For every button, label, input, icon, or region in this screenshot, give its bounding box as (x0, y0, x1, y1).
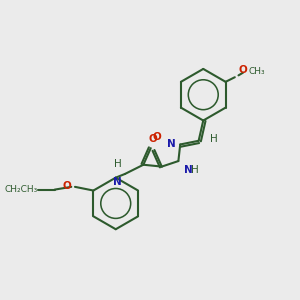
Text: H: H (191, 165, 199, 175)
Text: O: O (148, 134, 157, 144)
Text: O: O (153, 132, 161, 142)
Text: CH₂CH₃: CH₂CH₃ (5, 185, 38, 194)
Text: N: N (184, 165, 193, 175)
Text: O: O (62, 181, 71, 191)
Text: N: N (167, 139, 176, 148)
Text: H: H (114, 159, 122, 169)
Text: H: H (210, 134, 218, 144)
Text: N: N (113, 177, 122, 187)
Text: O: O (238, 65, 247, 75)
Text: CH₃: CH₃ (249, 67, 265, 76)
